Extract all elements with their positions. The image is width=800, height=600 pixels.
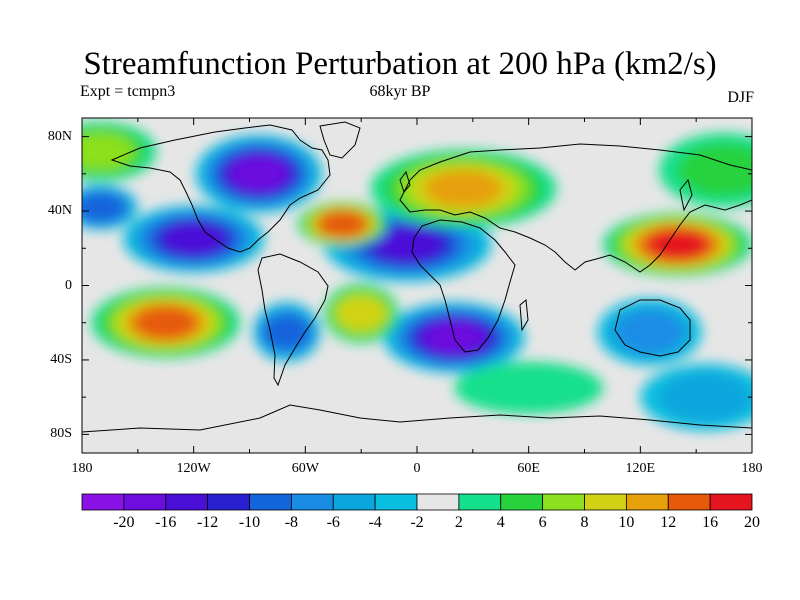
colorbar-label: -6 [326, 514, 340, 531]
axis-ticks [81, 118, 753, 453]
colorbar-swatch [374, 493, 418, 511]
field-region-13-level-10 [677, 143, 752, 197]
x-tick-label: 180 [741, 461, 763, 476]
colorbar-label: 16 [702, 514, 719, 531]
colorbar-swatch [81, 493, 125, 511]
colorbar-swatch [667, 493, 711, 511]
colorbar-label: 20 [744, 514, 760, 531]
field-region-0-level-2 [163, 222, 225, 256]
field-region-11-level-15 [647, 229, 708, 260]
colorbar-swatch [584, 493, 627, 511]
x-tick-label: 60W [291, 461, 319, 476]
colorbar-label: -20 [113, 514, 135, 531]
colorbar-label: -4 [368, 514, 382, 531]
colorbar-label: 10 [618, 514, 635, 531]
y-tick-label: 40N [47, 203, 72, 219]
time-label: 68kyr BP [369, 83, 431, 100]
field-region-14-level-9 [454, 361, 604, 414]
colorbar-label: -12 [196, 514, 219, 531]
y-tick-label: 0 [65, 277, 72, 293]
colorbar-label: 12 [660, 514, 677, 531]
field-region-8-level-12 [336, 296, 386, 331]
field-region-5-level-5 [616, 311, 683, 353]
colorbar-swatch [207, 493, 250, 511]
season-label: DJF [727, 89, 754, 106]
field-region-10-level-13 [424, 169, 503, 208]
colorbar-label: 8 [580, 514, 589, 531]
field-region-2-level-1 [231, 157, 287, 191]
field-region-9-level-14 [317, 210, 368, 238]
colorbar-label: -16 [155, 514, 177, 531]
map-title: Streamfunction Perturbation at 200 hPa (… [83, 46, 717, 82]
colorbar-swatch [165, 493, 209, 511]
colorbar-swatch [332, 493, 376, 511]
colorbar-label: 6 [538, 514, 547, 531]
y-tick-label: 80N [47, 128, 72, 144]
y-tick-label: 80S [50, 426, 72, 442]
colorbar [81, 493, 753, 511]
field-region-6-level-4 [82, 192, 126, 223]
field-region-1-level-2 [374, 227, 442, 262]
x-tick-label: 180 [71, 461, 93, 476]
y-tick-label: 40S [50, 351, 72, 367]
colorbar-swatch [290, 493, 334, 511]
colorbar-label: -8 [284, 514, 299, 531]
colorbar-swatch [542, 493, 585, 511]
colorbar-swatch [500, 493, 544, 511]
field-region-15-level-6 [658, 372, 752, 422]
x-tick-label: 120E [625, 461, 656, 476]
experiment-label: Expt = tcmpn3 [80, 83, 176, 100]
colorbar-label: -2 [410, 514, 424, 531]
colorbar-label: 2 [454, 514, 463, 531]
colorbar-swatch [123, 493, 167, 511]
colorbar-swatch [709, 493, 753, 511]
colorbar-swatch [416, 493, 460, 511]
field-region-12-level-11 [82, 132, 136, 171]
field-region-7-level-14 [134, 305, 198, 340]
colorbar-label: 4 [496, 514, 505, 531]
coastlines [82, 121, 752, 433]
colorbar-label: -10 [238, 514, 261, 531]
x-tick-label: 0 [413, 461, 421, 476]
colorbar-swatch [249, 493, 292, 511]
x-tick-label: 120W [176, 461, 211, 476]
colorbar-swatch [458, 493, 502, 511]
field-region-4-level-4 [263, 314, 311, 350]
streamfunction-field [82, 121, 752, 431]
x-tick-label: 60E [517, 461, 540, 476]
map-plot-area [81, 117, 753, 454]
colorbar-swatch [625, 493, 669, 511]
